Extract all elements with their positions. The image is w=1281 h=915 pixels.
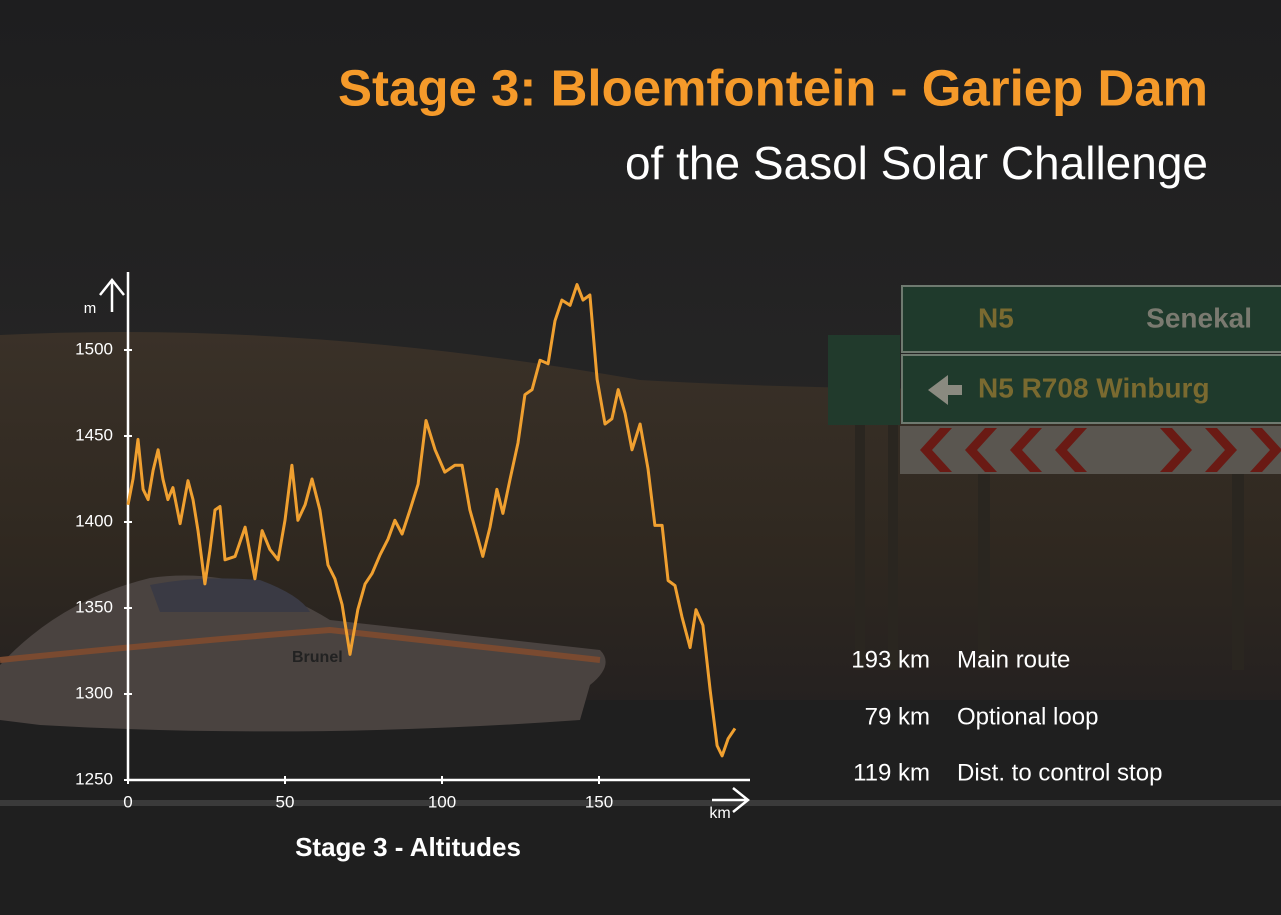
sign-panel bbox=[901, 354, 1281, 424]
y-tick-label: 1300 bbox=[75, 683, 113, 702]
stat-value: 119 km bbox=[853, 759, 930, 786]
sign-arrow bbox=[928, 375, 962, 405]
x-tick-label: 150 bbox=[585, 792, 613, 811]
y-tick-label: 1250 bbox=[75, 769, 113, 788]
sign-post bbox=[978, 470, 990, 670]
altitude-line bbox=[126, 283, 737, 758]
car-canopy bbox=[150, 578, 310, 612]
stat-value: 193 km bbox=[851, 646, 930, 673]
stat-label: Dist. to control stop bbox=[957, 759, 1162, 786]
car-text: Brunel bbox=[292, 649, 343, 666]
stats: 193 km Main route 79 km Optional loop 11… bbox=[851, 646, 1162, 786]
axes bbox=[99, 272, 751, 813]
stat-label: Optional loop bbox=[957, 703, 1098, 730]
x-arrow bbox=[712, 787, 751, 813]
x-tick-label: 0 bbox=[123, 792, 132, 811]
x-tick-label: 50 bbox=[276, 792, 295, 811]
y-tick-label: 1500 bbox=[75, 339, 113, 358]
road-line bbox=[0, 800, 1281, 806]
road bbox=[0, 700, 1281, 915]
y-tick-label: 1400 bbox=[75, 511, 113, 530]
stat-label: Main route bbox=[957, 646, 1070, 673]
side-sign bbox=[828, 335, 900, 425]
sign-text: N5 bbox=[978, 302, 1014, 333]
subtitle: of the Sasol Solar Challenge bbox=[625, 137, 1208, 189]
title: Stage 3: Bloemfontein - Gariep Dam bbox=[338, 59, 1208, 116]
sign-text: N5 R708 Winburg bbox=[978, 372, 1210, 403]
y-arrow bbox=[99, 277, 125, 312]
car-stripe bbox=[0, 626, 601, 663]
sign-post bbox=[888, 420, 898, 670]
y-axis-label: m bbox=[84, 300, 97, 317]
chevron-board bbox=[900, 426, 1281, 474]
x-axis-label: km bbox=[709, 805, 730, 822]
chevrons bbox=[920, 428, 1281, 472]
sign-post bbox=[1232, 470, 1244, 670]
y-tick-label: 1350 bbox=[75, 597, 113, 616]
sign-post bbox=[855, 420, 865, 670]
y-tick-label: 1450 bbox=[75, 425, 113, 444]
x-tick-label: 100 bbox=[428, 792, 456, 811]
sign-text: Senekal bbox=[1146, 302, 1252, 333]
sign-panel bbox=[901, 285, 1281, 353]
stat-value: 79 km bbox=[865, 703, 930, 730]
car-body bbox=[0, 575, 606, 732]
chart-title: Stage 3 - Altitudes bbox=[295, 832, 521, 862]
